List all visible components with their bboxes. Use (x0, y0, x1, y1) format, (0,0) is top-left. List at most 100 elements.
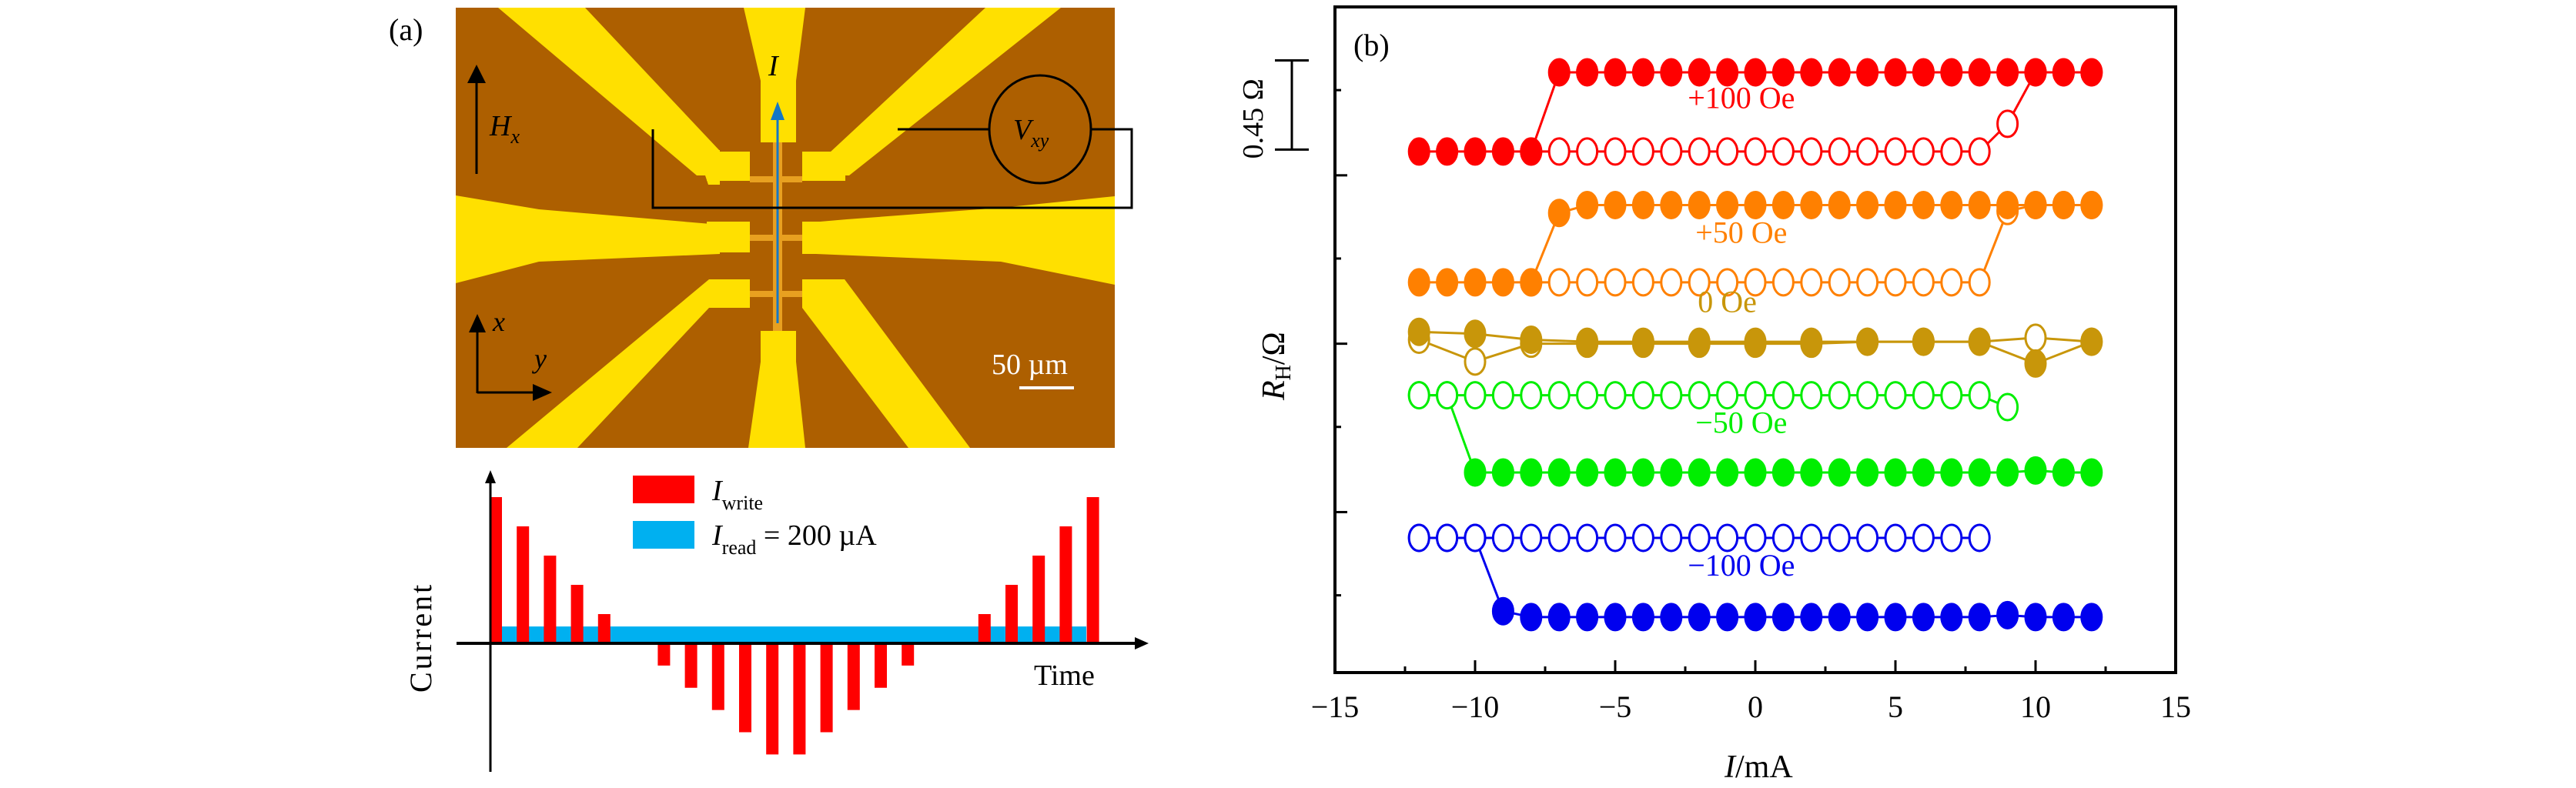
electrode-current-bottom (748, 331, 805, 448)
legend-swatch-write (633, 476, 694, 503)
write-pulse-bar (978, 614, 991, 643)
pulse-bars (490, 497, 1099, 755)
data-point-filled (1744, 58, 1767, 87)
electrode-pad (802, 152, 845, 181)
data-point-filled (1491, 596, 1514, 626)
data-point-filled (1800, 58, 1823, 87)
current-arrow-head-icon (771, 102, 785, 120)
data-point-filled (1744, 190, 1767, 219)
data-point-open (1912, 268, 1935, 297)
series-100-oe (1407, 523, 2103, 632)
data-point-filled (1940, 58, 1963, 87)
data-point-filled (1547, 58, 1571, 87)
data-point-filled (1968, 58, 1991, 87)
write-pulse-bar (657, 643, 671, 666)
x-tick-label: 0 (1748, 690, 1763, 724)
data-point-filled (1856, 190, 1879, 219)
coord-x-arrow-icon (469, 314, 486, 332)
data-point-filled (2052, 58, 2075, 87)
data-point-open (1771, 381, 1795, 410)
data-point-open (1800, 268, 1823, 297)
data-point-filled (2080, 190, 2103, 219)
data-point-open (1828, 523, 1851, 553)
data-point-open (1940, 268, 1963, 297)
data-point-filled (1407, 317, 1430, 346)
data-point-filled (1856, 327, 1879, 356)
data-point-open (1436, 523, 1459, 553)
resistance-scale-bar (1275, 59, 1309, 151)
data-point-filled (1800, 603, 1823, 632)
data-point-filled (2080, 327, 2103, 356)
data-point-filled (1940, 190, 1963, 219)
data-point-open (1912, 381, 1935, 410)
data-point-filled (1828, 190, 1851, 219)
data-point-open (1716, 137, 1739, 166)
data-point-filled (1968, 190, 1991, 219)
current-label: I (768, 50, 780, 82)
data-point-filled (1660, 190, 1683, 219)
data-point-filled (2024, 349, 2047, 378)
x-axis-label: I/mA (1724, 750, 1793, 785)
data-point-open (1940, 381, 1963, 410)
data-point-filled (1771, 458, 1795, 487)
x-tick-label: 15 (2160, 690, 2191, 724)
data-point-filled (1520, 268, 1543, 297)
data-point-open (1716, 523, 1739, 553)
data-point-open (1744, 523, 1767, 553)
data-point-filled (1464, 137, 1487, 166)
coord-y-label: y (532, 343, 547, 374)
data-point-filled (1828, 603, 1851, 632)
data-point-open (1996, 109, 2019, 139)
electrode-pad (707, 152, 750, 181)
data-point-filled (1771, 190, 1795, 219)
series-annotation: 0 Oe (1698, 284, 1757, 319)
write-pulse-bar (847, 643, 860, 710)
electrode-pad (802, 222, 845, 252)
data-point-filled (2052, 603, 2075, 632)
pulse-diagram: Time Current Iwrite Iread = 200 µA (403, 470, 1149, 772)
data-point-filled (2080, 603, 2103, 632)
x-tick-label: −10 (1451, 690, 1500, 724)
data-point-filled (1576, 603, 1599, 632)
data-point-filled (1547, 458, 1571, 487)
data-point-open (1968, 381, 1991, 410)
data-point-open (1771, 137, 1795, 166)
electrode (802, 279, 970, 448)
pulse-ylabel: Current (403, 583, 438, 693)
data-point-open (1604, 137, 1627, 166)
data-point-filled (2024, 603, 2047, 632)
data-point-filled (1996, 58, 2019, 87)
data-point-filled (1968, 327, 1991, 356)
data-point-filled (1968, 458, 1991, 487)
data-point-filled (1688, 58, 1711, 87)
data-point-open (1660, 137, 1683, 166)
data-point-filled (1828, 58, 1851, 87)
data-point-open (1856, 381, 1879, 410)
data-point-filled (1800, 458, 1823, 487)
data-point-filled (1576, 190, 1599, 219)
data-point-filled (1996, 458, 2019, 487)
data-point-filled (1856, 603, 1879, 632)
pulse-xlabel: Time (1034, 659, 1095, 692)
data-point-filled (1631, 190, 1654, 219)
series-0-oe (1407, 317, 2103, 378)
series-annotation: +100 Oe (1688, 80, 1795, 115)
legend-label-read: Iread = 200 µA (711, 519, 877, 559)
electrode (456, 195, 720, 283)
data-point-open (1491, 381, 1514, 410)
data-point-open (1660, 268, 1683, 297)
data-point-open (1771, 268, 1795, 297)
data-point-filled (1800, 327, 1823, 356)
panel-a-label: (a) (389, 12, 423, 47)
data-point-filled (1464, 319, 1487, 349)
resistance-scale-label: 0.45 Ω (1237, 78, 1270, 159)
data-point-filled (1912, 190, 1935, 219)
hall-cross (750, 291, 802, 297)
data-point-open (1912, 523, 1935, 553)
data-point-filled (1631, 603, 1654, 632)
data-point-filled (1884, 458, 1907, 487)
data-point-filled (1968, 603, 1991, 632)
write-pulse-bar (544, 556, 557, 643)
data-point-filled (1912, 458, 1935, 487)
data-point-open (1631, 523, 1654, 553)
